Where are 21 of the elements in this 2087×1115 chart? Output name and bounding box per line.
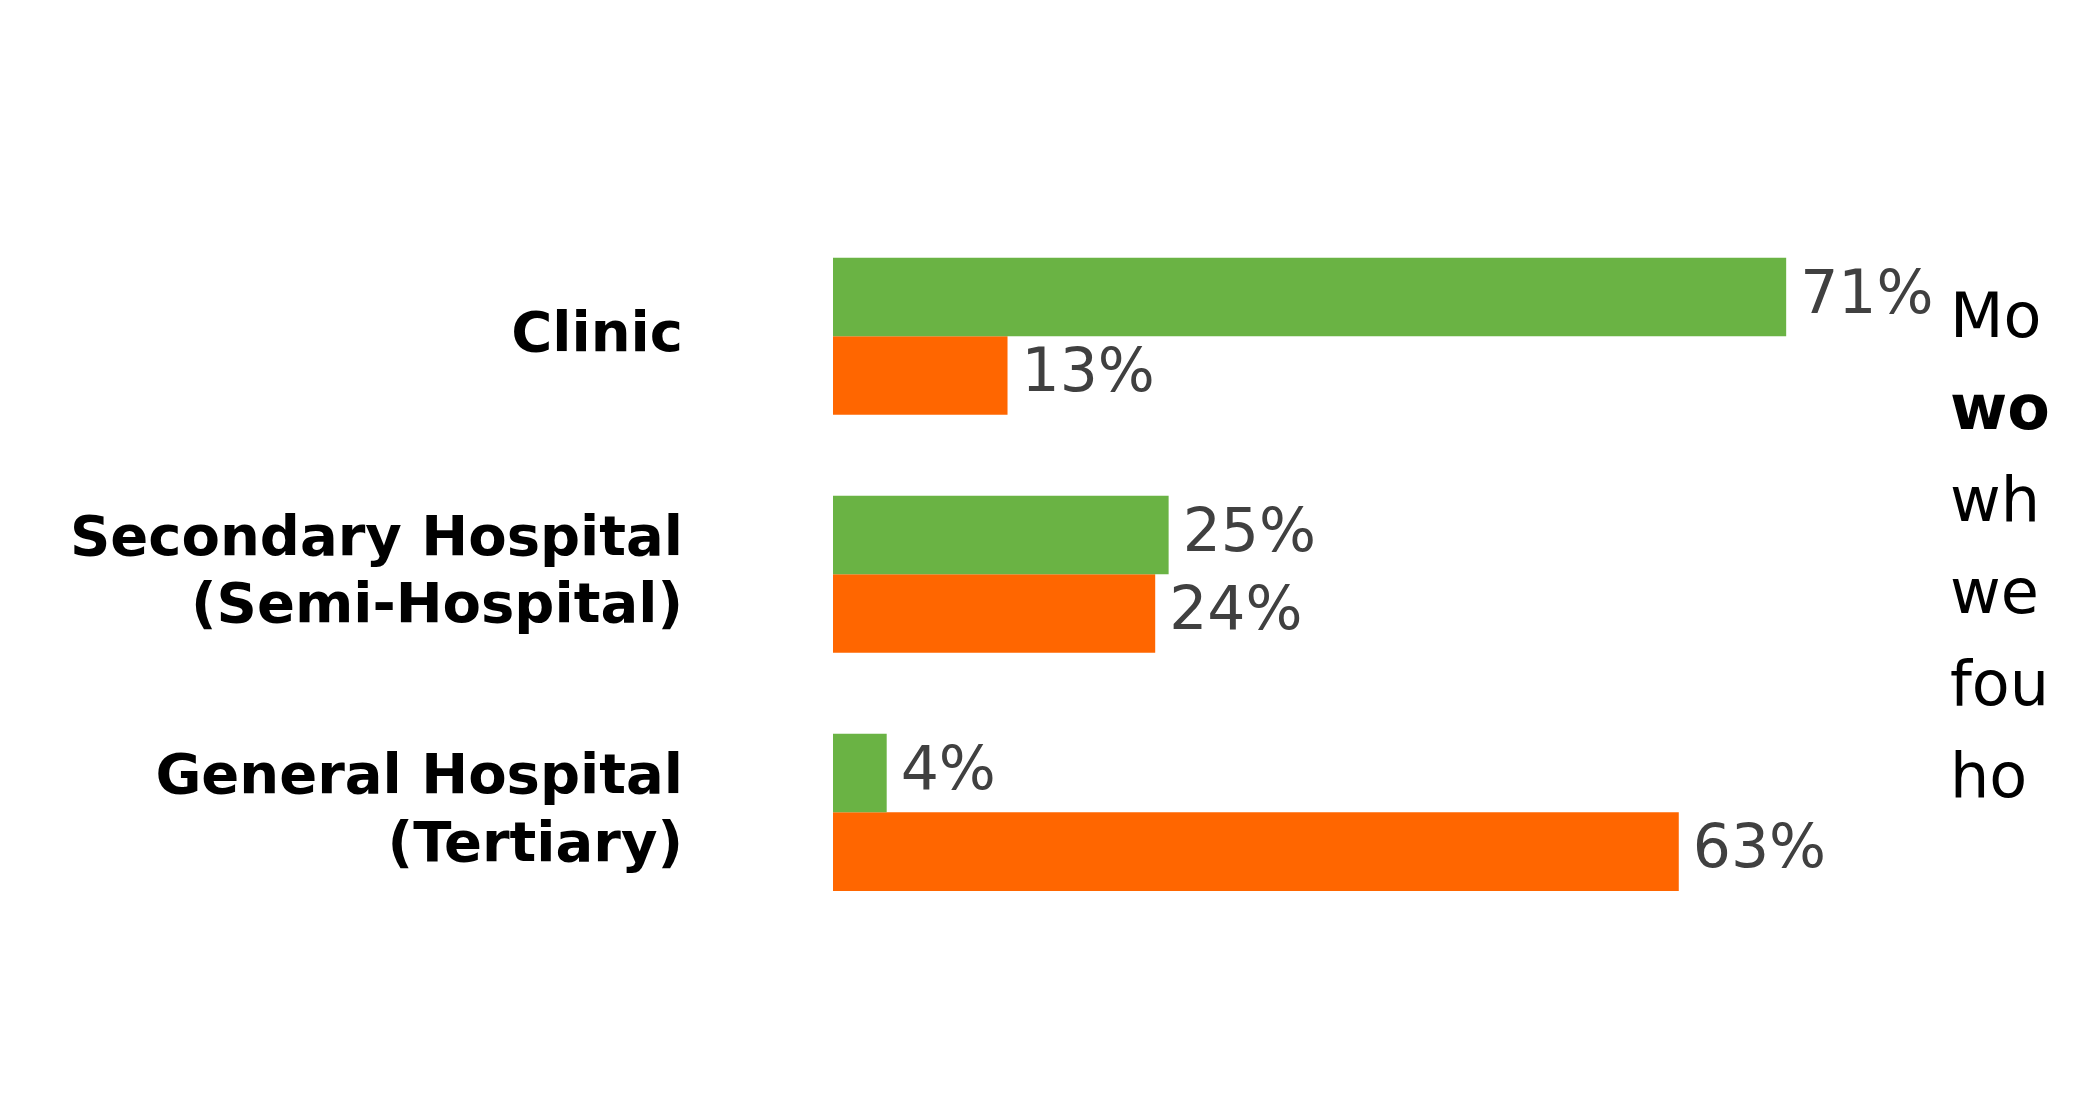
data-label: 63% [1692, 811, 1827, 882]
data-label: 71% [1800, 256, 1934, 327]
y-tick-label: General Hospital (Tertiary) [155, 741, 683, 874]
bar [833, 733, 887, 813]
bar [833, 336, 1008, 415]
text: ho [1950, 738, 2029, 814]
bar [833, 812, 1679, 891]
text: wh [1950, 462, 2041, 538]
bar [833, 495, 1169, 575]
text: Mo [1950, 278, 2043, 354]
text: fou [1950, 646, 2050, 722]
data-label: 25% [1182, 494, 1316, 565]
bar [833, 257, 1787, 337]
data-label: 4% [900, 732, 996, 803]
text: wo [1950, 370, 2050, 446]
y-tick-label: Clinic [511, 298, 683, 364]
y-tick-label: Secondary Hospital (Semi-Hospital) [69, 503, 683, 636]
data-label: 24% [1169, 573, 1303, 644]
data-label: 13% [1021, 335, 1155, 406]
bar [833, 574, 1156, 653]
text: we [1950, 554, 2040, 630]
